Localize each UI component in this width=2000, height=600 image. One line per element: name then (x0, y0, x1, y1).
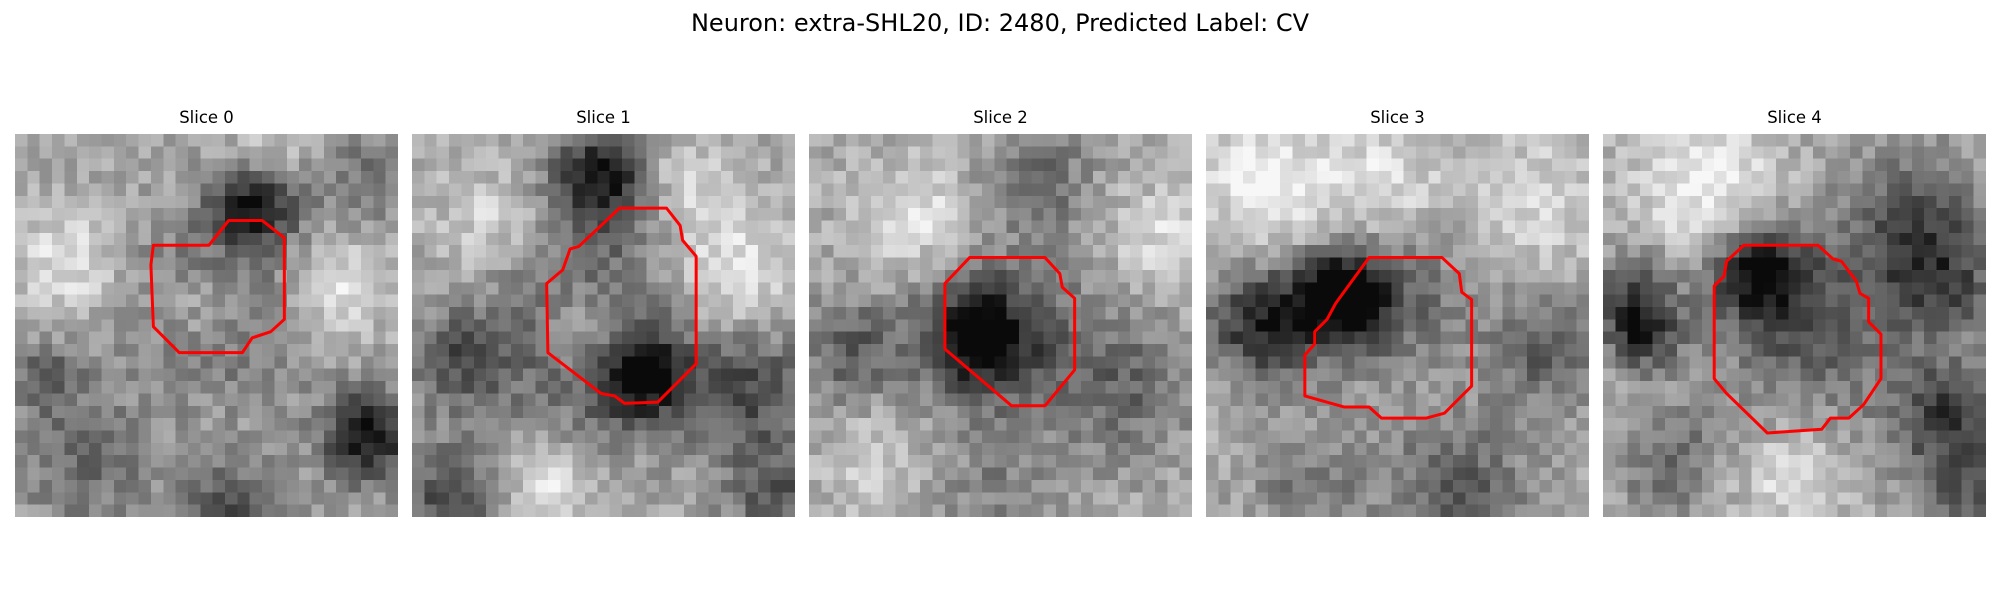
slice-title-4: Slice 4 (1767, 108, 1822, 127)
slice-title-3: Slice 3 (1370, 108, 1425, 127)
slice-panel-1: Slice 1 (412, 108, 795, 517)
contour-outline-4 (1714, 245, 1881, 433)
slice-title-0: Slice 0 (179, 108, 234, 127)
slice-panel-4: Slice 4 (1603, 108, 1986, 517)
slice-image-1 (412, 134, 795, 517)
figure-title: Neuron: extra-SHL20, ID: 2480, Predicted… (690, 9, 1310, 37)
slice-title-2: Slice 2 (973, 108, 1028, 127)
slice-image-0 (15, 134, 398, 517)
contour-outline-1 (547, 208, 696, 403)
slice-image-3 (1206, 134, 1589, 517)
contour-outline-3 (1305, 258, 1472, 419)
slice-image-4 (1603, 134, 1986, 517)
slice-panel-2: Slice 2 (809, 108, 1192, 517)
contour-outline-2 (945, 258, 1075, 406)
contour-outline-0 (151, 220, 284, 352)
slice-image-2 (809, 134, 1192, 517)
slice-panel-0: Slice 0 (15, 108, 398, 517)
slice-title-1: Slice 1 (576, 108, 631, 127)
slice-panel-3: Slice 3 (1206, 108, 1589, 517)
